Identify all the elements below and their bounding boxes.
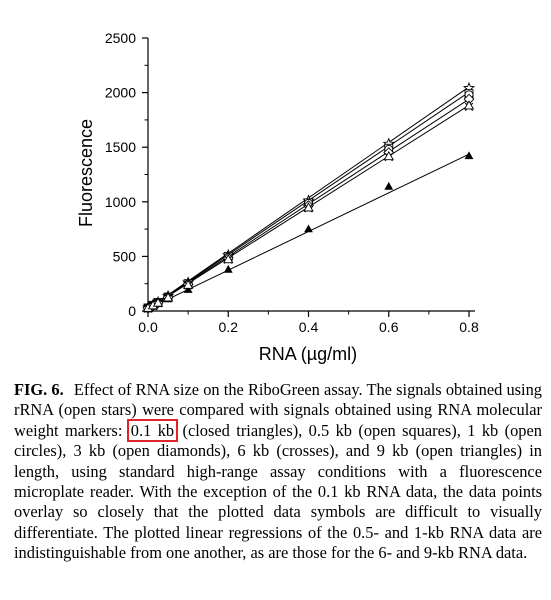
x-tick-label: 0.0	[138, 319, 158, 335]
figure-caption: FIG. 6. Effect of RNA size on the RiboGr…	[14, 380, 542, 564]
y-tick-label: 2000	[105, 85, 136, 101]
figure-label: FIG. 6.	[14, 380, 64, 399]
axes: 0.0 0.2 0.4 0.6 0.8 0 500 1000 1500 2000 2500	[105, 30, 479, 335]
y-tick-label: 0	[128, 303, 136, 319]
x-axis-title: RNA (µg/ml)	[259, 344, 357, 364]
highlighted-term: 0.1 kb	[126, 418, 179, 442]
caption-text-before: Effect of RNA size on the RiboGreen assa…	[14, 380, 542, 440]
y-tick-label: 500	[113, 248, 137, 264]
open-triangle-marker	[383, 150, 394, 161]
open-triangle-marker	[303, 202, 314, 212]
y-tick-label: 2500	[105, 30, 136, 46]
open-triangle-marker	[162, 292, 174, 302]
open-triangle-marker	[152, 297, 164, 307]
x-tick-label: 0.6	[379, 319, 399, 335]
open-triangle-marker	[463, 100, 475, 110]
filled-triangle-marker	[464, 151, 474, 160]
filled-triangle-marker	[304, 224, 313, 233]
y-tick-label: 1500	[105, 139, 136, 155]
x-tick-label: 0.4	[299, 319, 319, 335]
filled-triangle-marker	[223, 264, 233, 273]
fluorescence-chart: 0.0 0.2 0.4 0.6 0.8 0 500 1000 1500 2000 2500 RNA …	[76, 30, 479, 364]
filled-triangle-marker	[384, 181, 394, 190]
open-triangle-marker	[223, 253, 234, 264]
caption-text-after: (closed triangles), 0.5 kb (open squares…	[14, 420, 542, 563]
open-triangle-marker	[182, 279, 194, 289]
y-tick-label: 1000	[105, 194, 136, 210]
x-tick-label: 0.2	[219, 319, 239, 335]
x-tick-label: 0.8	[459, 319, 479, 335]
data-points	[141, 81, 476, 314]
y-axis-title: Fluorescence	[76, 119, 96, 227]
